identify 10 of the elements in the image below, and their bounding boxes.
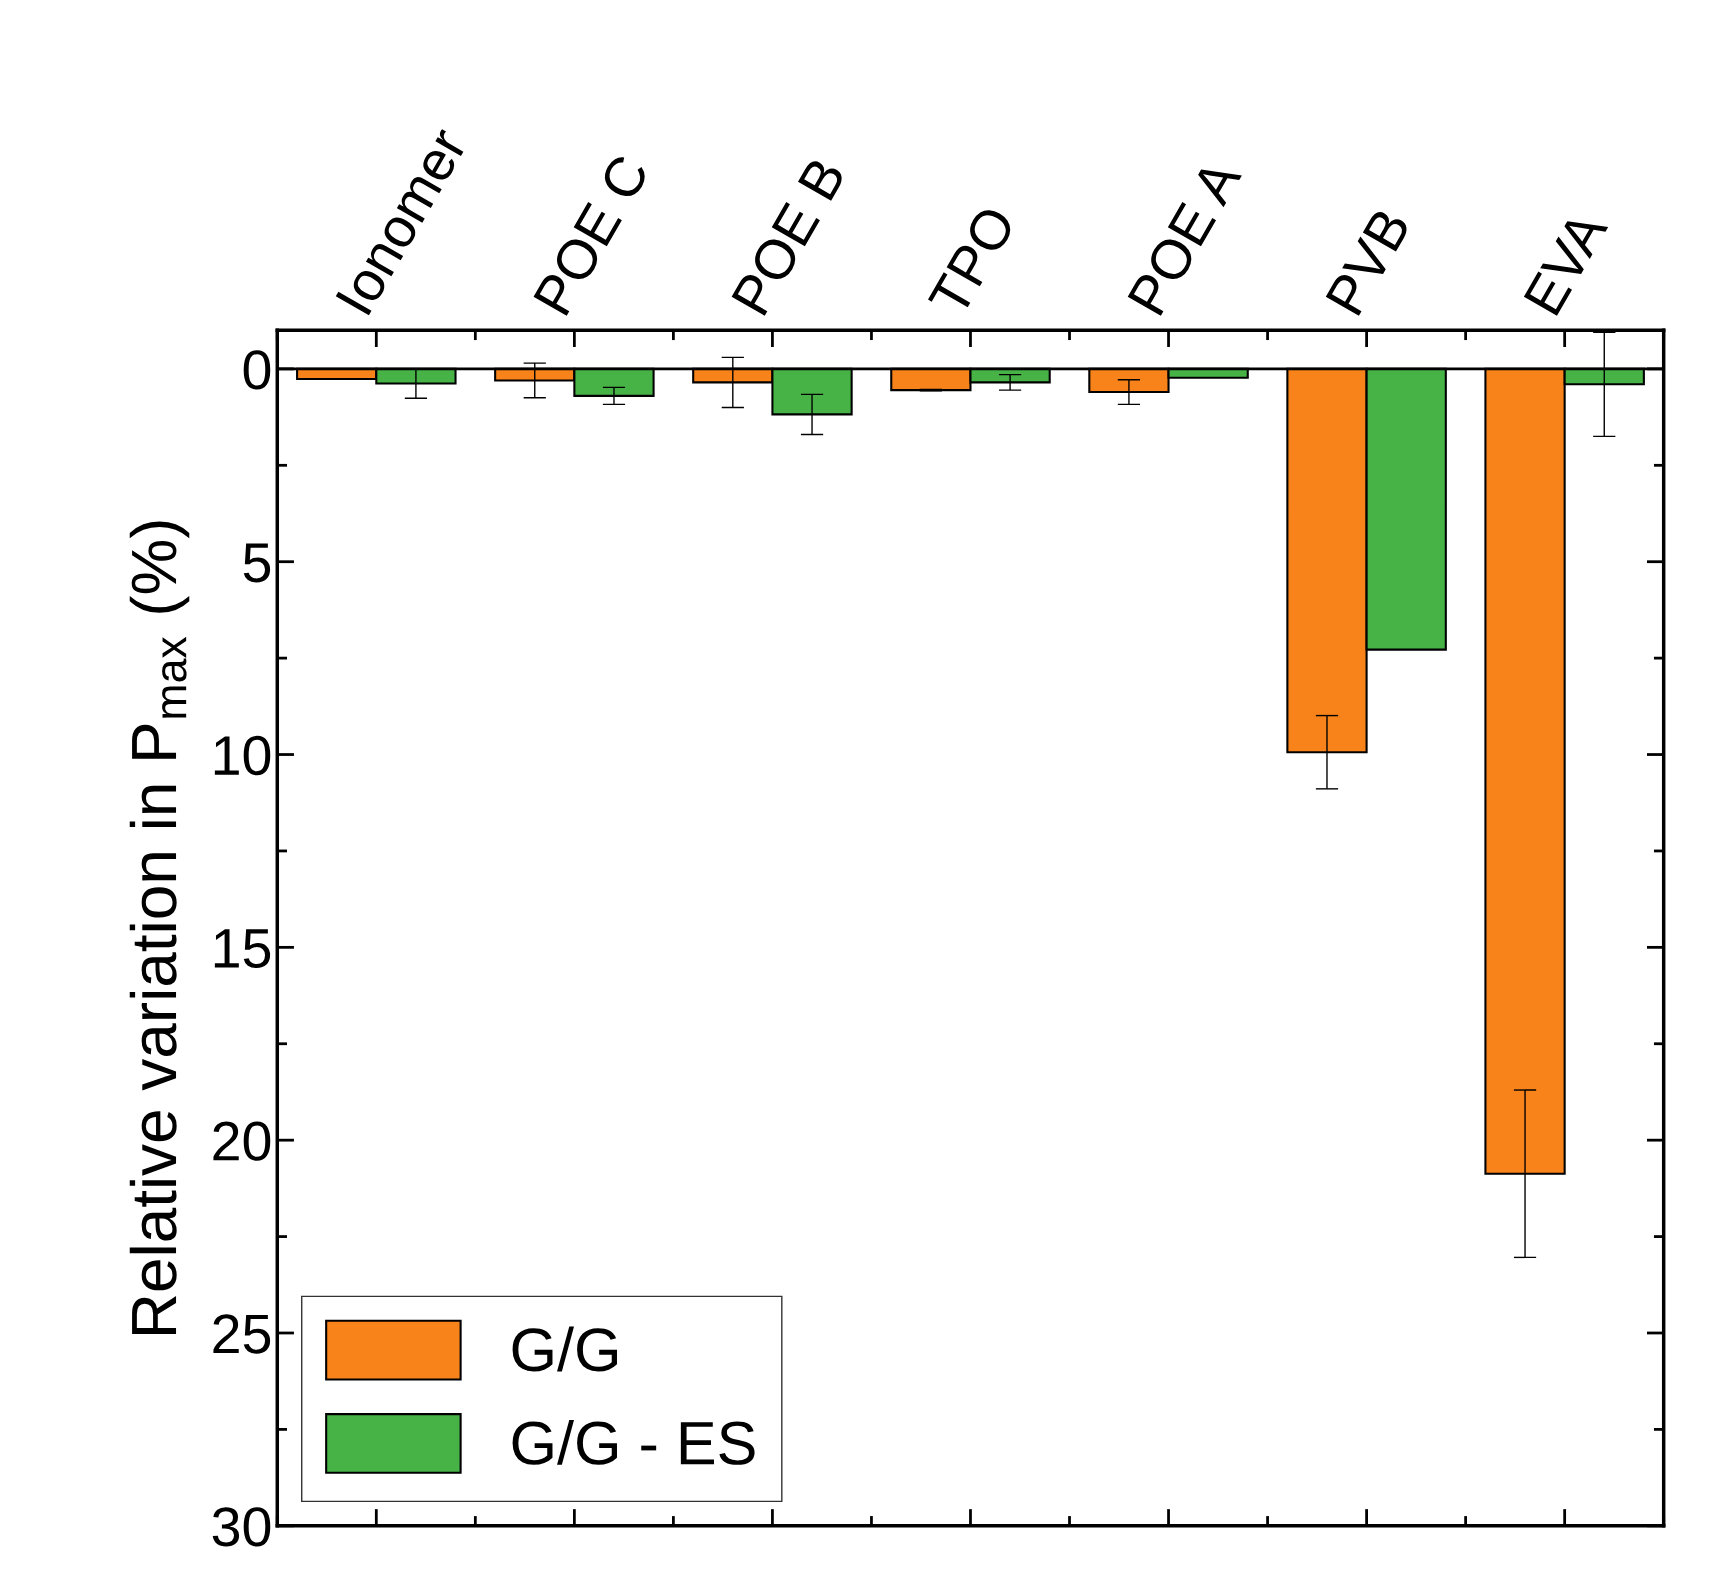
y-tick-label: 30 (212, 1507, 271, 1547)
legend-label: G/G (512, 1326, 617, 1372)
y-axis-title: Relative variation in P$_{max}$ (%) (129, 521, 190, 1334)
y-tick-label: 0 (243, 350, 271, 390)
legend-label: G/G - ES (512, 1419, 755, 1465)
y-tick-label: 10 (214, 735, 271, 776)
y-tick-label: 5 (243, 543, 271, 583)
y-tick-label: 25 (213, 1314, 271, 1354)
y-tick-label: 20 (213, 1121, 271, 1161)
y-tick-label: 15 (214, 929, 271, 969)
